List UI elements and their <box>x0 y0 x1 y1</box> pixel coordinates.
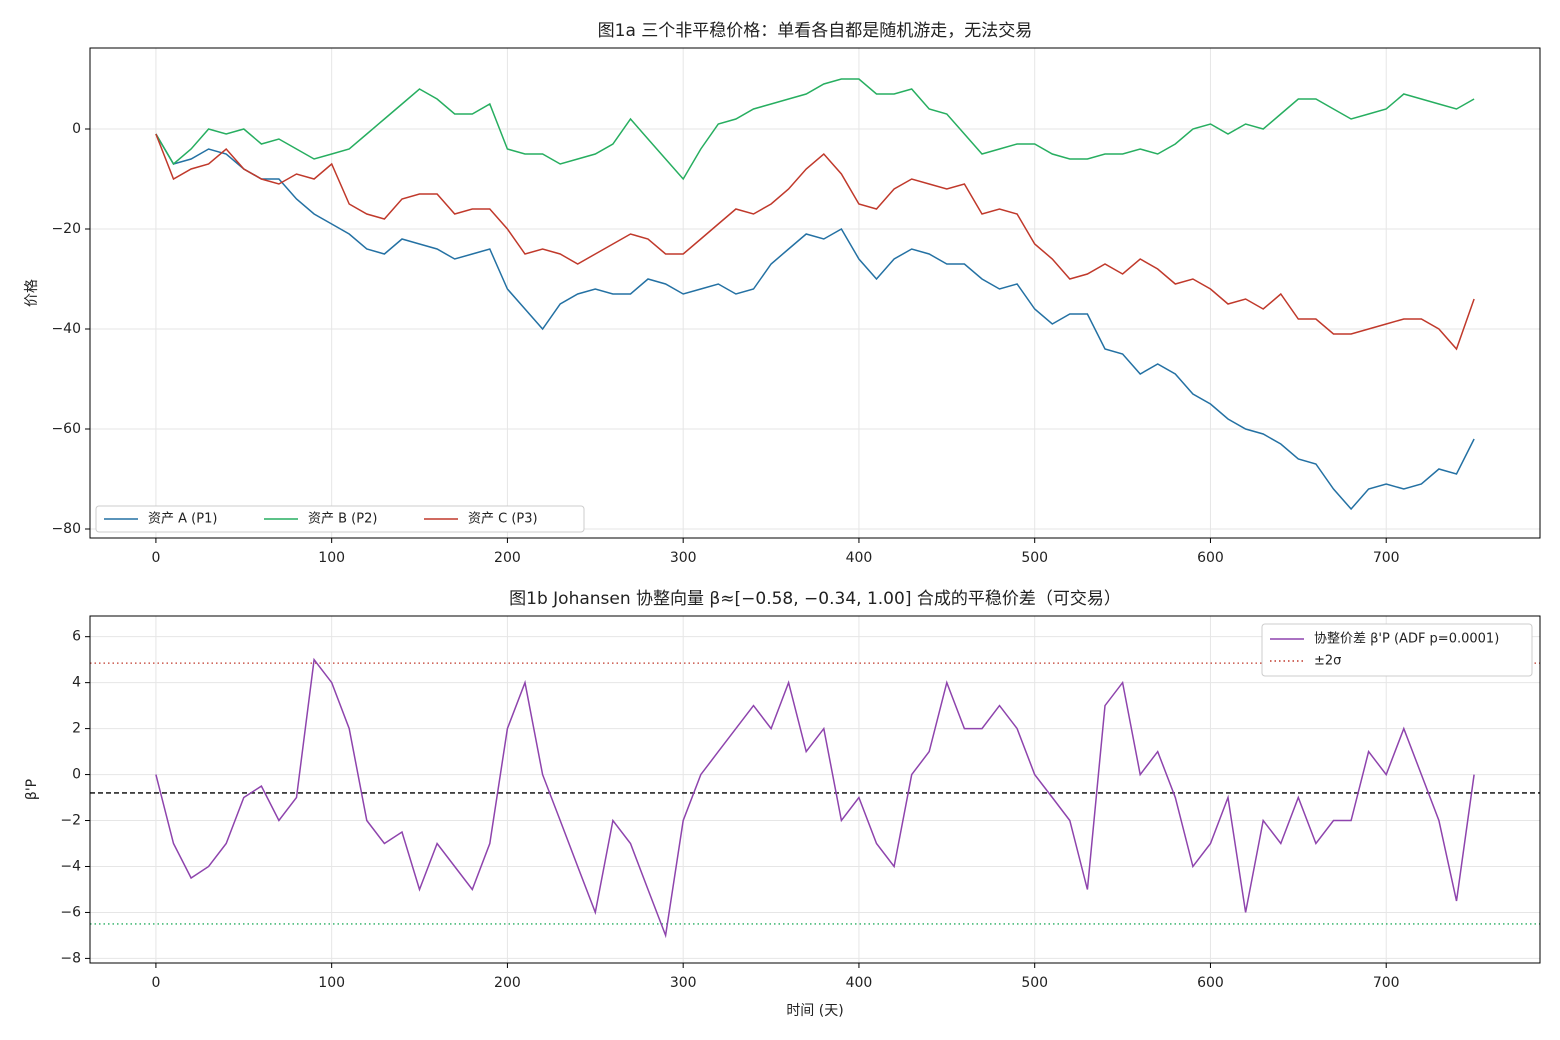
y-tick-label: −80 <box>51 521 81 537</box>
x-tick-label: 100 <box>318 975 345 991</box>
x-tick-label: 100 <box>318 550 345 566</box>
y-tick-label: −6 <box>60 904 81 920</box>
x-tick-label: 700 <box>1373 975 1400 991</box>
axes-frame <box>89 47 1541 539</box>
y-tick-label: −60 <box>51 421 81 437</box>
chart: 图1a 三个非平稳价格：单看各自都是随机游走，无法交易 0 100 200 300 400… <box>24 21 1541 566</box>
series-line <box>155 133 1475 351</box>
chart-title: 图1a 三个非平稳价格：单看各自都是随机游走，无法交易 <box>598 21 1033 41</box>
legend-label: 资产 C (P3) <box>468 512 538 527</box>
x-tick-label: 500 <box>1021 550 1048 566</box>
x-tick-label: 500 <box>1021 975 1048 991</box>
y-tick-label: −40 <box>51 321 81 337</box>
legend-box <box>1261 623 1533 677</box>
y-axis-label: β'P <box>24 779 40 800</box>
series-line <box>155 78 1475 181</box>
axes-frame <box>89 615 1541 964</box>
y-axis-label: 价格 <box>24 279 40 307</box>
y-tick-label: 4 <box>72 675 81 691</box>
x-axis-label: 时间 (天) <box>786 1003 843 1019</box>
x-tick-label: 200 <box>494 550 521 566</box>
chart-title: 图1b Johansen 协整向量 β≈[−0.58, −0.34, 1.00]… <box>509 589 1121 609</box>
x-tick-label: 600 <box>1197 550 1224 566</box>
x-tick-label: 0 <box>151 975 160 991</box>
legend-label: 资产 B (P2) <box>308 512 377 527</box>
y-tick-label: 6 <box>72 629 81 645</box>
y-tick-label: 2 <box>72 721 81 737</box>
x-tick-label: 700 <box>1373 550 1400 566</box>
legend-label: 资产 A (P1) <box>148 512 217 527</box>
legend-label: ±2σ <box>1314 654 1341 669</box>
legend: 资产 A (P1) 资产 B (P2) 资产 C (P3) <box>95 505 585 533</box>
y-tick-label: −2 <box>60 813 81 829</box>
x-tick-label: 600 <box>1197 975 1224 991</box>
x-tick-label: 300 <box>670 975 697 991</box>
legend: 协整价差 β'P (ADF p=0.0001) ±2σ <box>1261 623 1533 677</box>
x-tick-label: 0 <box>151 550 160 566</box>
series-line <box>155 133 1475 511</box>
x-tick-label: 400 <box>846 975 873 991</box>
x-tick-label: 300 <box>670 550 697 566</box>
x-tick-label: 200 <box>494 975 521 991</box>
y-tick-label: 0 <box>72 767 81 783</box>
chart: 图1b Johansen 协整向量 β≈[−0.58, −0.34, 1.00]… <box>24 589 1541 1019</box>
legend-box <box>95 505 585 533</box>
x-tick-label: 400 <box>846 550 873 566</box>
series-line <box>155 657 1475 939</box>
y-tick-label: 0 <box>72 121 81 137</box>
y-tick-label: −20 <box>51 221 81 237</box>
y-tick-label: −4 <box>60 858 81 874</box>
legend-label: 协整价差 β'P (ADF p=0.0001) <box>1314 632 1499 647</box>
y-tick-label: −8 <box>60 950 81 966</box>
